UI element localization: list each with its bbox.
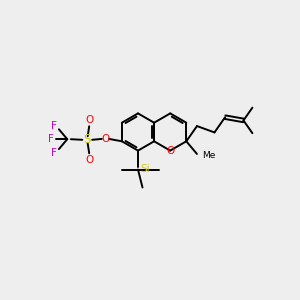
Text: O: O	[85, 115, 93, 125]
Text: S: S	[83, 133, 91, 146]
Text: O: O	[85, 155, 93, 165]
Text: O: O	[166, 146, 174, 156]
Text: F: F	[51, 148, 56, 158]
Text: O: O	[101, 134, 110, 144]
Text: F: F	[48, 134, 53, 144]
Text: Si: Si	[141, 164, 150, 175]
Text: F: F	[51, 121, 56, 131]
Text: Me: Me	[202, 151, 216, 160]
